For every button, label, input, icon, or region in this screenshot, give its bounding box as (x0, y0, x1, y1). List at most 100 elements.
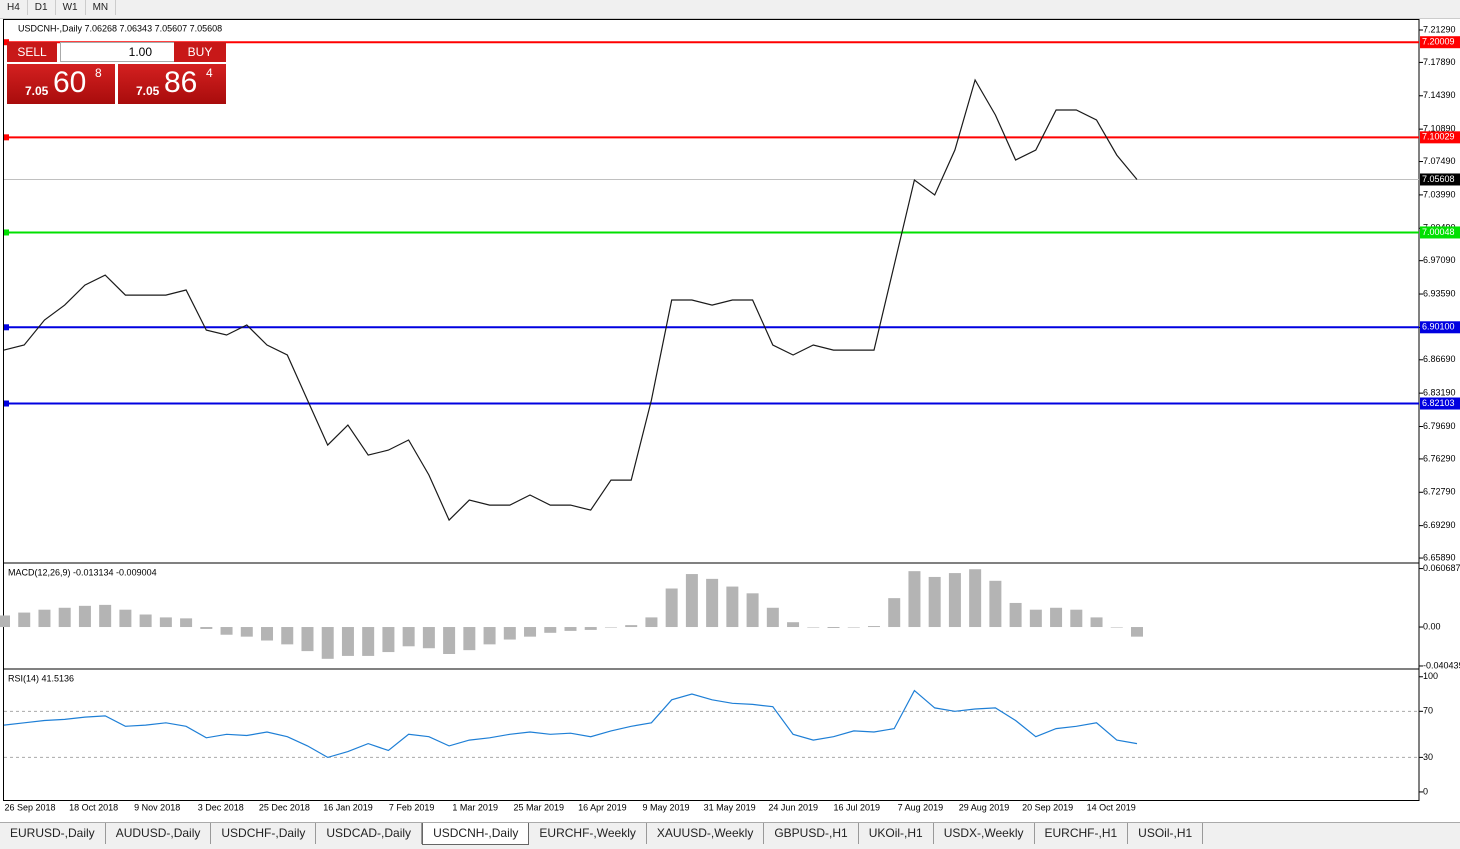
level-label-bg (1420, 131, 1460, 144)
chart-tab[interactable]: XAUUSD-,Weekly (647, 823, 765, 844)
level-handle (4, 134, 9, 141)
volume-box[interactable]: 1.00 (60, 42, 175, 62)
x-tick-label: 29 Aug 2019 (959, 802, 1010, 812)
level-handle (4, 324, 9, 331)
level-handle (4, 229, 9, 236)
histogram-bar (382, 627, 395, 653)
x-tick-label: 31 May 2019 (704, 802, 756, 812)
histogram-bar (827, 627, 840, 628)
chart-tab[interactable]: USDCAD-,Daily (316, 823, 423, 844)
chart-tab[interactable]: USDCNH-,Daily (422, 823, 530, 845)
histogram-bar (422, 627, 435, 649)
y-tick-label: 7.14390 (1423, 90, 1456, 100)
histogram-bar (362, 627, 375, 656)
chart-tab[interactable]: EURCHF-,H1 (1035, 823, 1129, 844)
histogram-bar (604, 627, 617, 628)
one-click-trading: SELL 1.00 BUY 7.05 60 8 7.05 86 4 (7, 40, 226, 104)
histogram-bar (969, 569, 982, 628)
histogram-bar (58, 607, 71, 628)
histogram-bar (159, 617, 172, 628)
chart-tab[interactable]: AUDUSD-,Daily (106, 823, 212, 844)
histogram-bar (139, 614, 152, 628)
level-label: 7.00048 (1422, 227, 1455, 237)
histogram-bar (584, 627, 597, 630)
histogram-bar (685, 574, 698, 628)
chart-tab[interactable]: USDCHF-,Daily (211, 823, 317, 844)
histogram-bar (867, 626, 880, 628)
level-label-bg (1420, 321, 1460, 334)
timeframe-button[interactable]: MN (86, 0, 117, 15)
level-handle (4, 400, 9, 407)
price-line (3, 78, 1138, 522)
y-tick-label: 6.72790 (1423, 487, 1456, 497)
x-tick-label: 16 Jan 2019 (323, 802, 373, 812)
x-tick-label: 20 Sep 2019 (1022, 802, 1073, 812)
histogram-bar (402, 627, 415, 647)
indicator-title: RSI(14) 41.5136 (8, 673, 74, 683)
price-label-bg (1420, 173, 1460, 186)
x-tick-label: 26 Sep 2018 (4, 802, 55, 812)
sell-button[interactable]: SELL (7, 42, 57, 62)
histogram-bar (847, 627, 860, 628)
bid-point: 8 (95, 66, 102, 80)
chart-tab[interactable]: USOil-,H1 (1128, 823, 1204, 844)
current-price-label: 7.05608 (1422, 174, 1455, 184)
histogram-bar (78, 605, 91, 628)
x-tick-label: 1 Mar 2019 (452, 802, 498, 812)
histogram-bar (1131, 627, 1143, 637)
y-tick-label: 6.93590 (1423, 288, 1456, 298)
y-tick-label: 7.03990 (1423, 189, 1456, 199)
histogram-bar (625, 625, 638, 628)
y-tick-label: -0.040439 (1423, 660, 1460, 670)
histogram-bar (443, 627, 456, 654)
x-tick-label: 25 Dec 2018 (259, 802, 310, 812)
x-tick-label: 18 Oct 2018 (69, 802, 118, 812)
y-tick-label: 6.65890 (1423, 552, 1456, 562)
level-label-bg (1420, 36, 1460, 49)
y-tick-label: 7.17890 (1423, 57, 1456, 67)
chart-tab[interactable]: EURCHF-,Weekly (529, 823, 647, 844)
y-tick-label: 0.00 (1423, 621, 1441, 631)
histogram-bar (766, 607, 779, 628)
histogram-bar (503, 627, 516, 640)
histogram-bar (1029, 609, 1042, 628)
x-tick-label: 14 Oct 2019 (1087, 802, 1136, 812)
chart-tab[interactable]: GBPUSD-,H1 (764, 823, 859, 844)
x-tick-label: 7 Aug 2019 (898, 802, 944, 812)
buy-button[interactable]: BUY (174, 42, 226, 62)
histogram-bar (1070, 609, 1083, 628)
timeframe-button[interactable]: H4 (0, 0, 28, 15)
chart-tab[interactable]: EURUSD-,Daily (0, 823, 106, 844)
chart-tab[interactable]: USDX-,Weekly (934, 823, 1035, 844)
y-tick-label: 70 (1423, 706, 1433, 716)
ask-point: 4 (206, 66, 213, 80)
chart-window: USDCNH-,Daily 7.06268 7.06343 7.05607 7.… (0, 19, 1460, 812)
histogram-bar (220, 627, 233, 635)
histogram-bar (1050, 607, 1063, 628)
chart-tabs: EURUSD-,Daily AUDUSD-,Daily USDCHF-,Daily U… (0, 822, 1460, 849)
y-tick-label: 7.21290 (1423, 24, 1456, 34)
histogram-bar (1090, 617, 1103, 628)
y-tick-label: 7.10890 (1423, 124, 1456, 134)
histogram-bar (483, 627, 496, 645)
x-tick-label: 16 Jul 2019 (834, 802, 881, 812)
x-tick-label: 25 Mar 2019 (514, 802, 565, 812)
level-label: 6.82103 (1422, 398, 1455, 408)
histogram-bar (261, 627, 274, 641)
y-tick-label: 6.79690 (1423, 421, 1456, 431)
histogram-bar (948, 573, 961, 628)
histogram-bar (341, 627, 354, 656)
histogram-bar (1009, 602, 1022, 628)
histogram-bar (1110, 627, 1123, 628)
timeframe-button[interactable]: W1 (56, 0, 86, 15)
ask-quote[interactable]: 7.05 86 4 (118, 64, 226, 104)
chart-tab[interactable]: UKOil-,H1 (859, 823, 934, 844)
histogram-bar (665, 588, 678, 628)
indicator-title: USDCNH-,Daily 7.06268 7.06343 7.05607 7.… (18, 23, 222, 33)
timeframe-button[interactable]: D1 (28, 0, 56, 15)
indicator-title: MACD(12,26,9) -0.013134 -0.009004 (8, 567, 157, 577)
bid-big: 7.05 (25, 84, 49, 98)
bid-quote[interactable]: 7.05 60 8 (7, 64, 115, 104)
y-tick-label: 7.07490 (1423, 156, 1456, 166)
